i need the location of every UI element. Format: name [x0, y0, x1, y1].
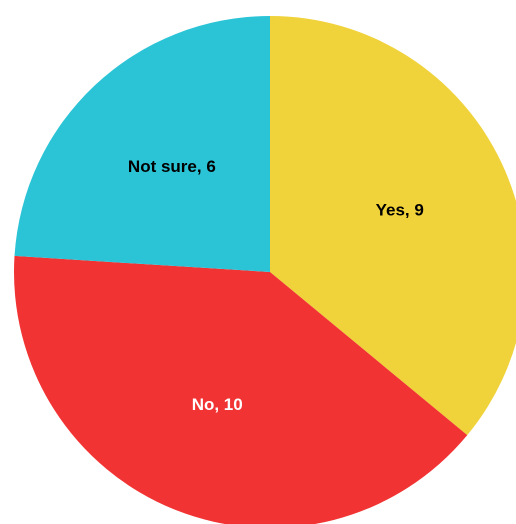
pie-label-yes: Yes, 9	[376, 200, 424, 219]
pie-slice-no	[14, 255, 468, 524]
pie-slice-yes	[270, 16, 516, 436]
pie-label-not-sure: Not sure, 6	[128, 157, 216, 176]
pie-labels: Yes, 9 No, 10 Not sure, 6	[128, 157, 424, 414]
pie-slice-not-sure	[14, 16, 270, 272]
pie-label-no: No, 10	[192, 395, 243, 414]
pie-slices	[14, 16, 516, 524]
